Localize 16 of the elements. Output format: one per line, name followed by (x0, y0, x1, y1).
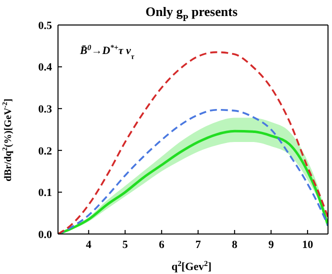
x-tick-label: 8 (232, 238, 238, 251)
y-tick-label: 0.3 (38, 104, 52, 116)
y-tick-label: 0.5 (38, 20, 52, 32)
y-tick-label: 0.1 (38, 187, 52, 200)
x-tick-label: 7 (195, 238, 202, 251)
x-tick-label: 5 (122, 238, 128, 251)
y-tick-label: 0.0 (38, 228, 52, 241)
x-axis-title: q$^{2}$[Gev$^{2}$] (171, 258, 212, 273)
x-tick-label: 4 (86, 238, 92, 251)
chart-title: Only g$_{P}$ presents (145, 4, 238, 23)
x-tick-label: 10 (302, 238, 314, 251)
x-tick-label: 6 (158, 238, 165, 251)
annotation: B̄$^{0}$→D$^{*+}$τ ν$_{τ}$ (79, 42, 135, 60)
x-tick-label: 9 (268, 238, 274, 251)
y-tick-label: 0.4 (38, 62, 52, 74)
y-tick-label: 0.2 (38, 145, 52, 158)
